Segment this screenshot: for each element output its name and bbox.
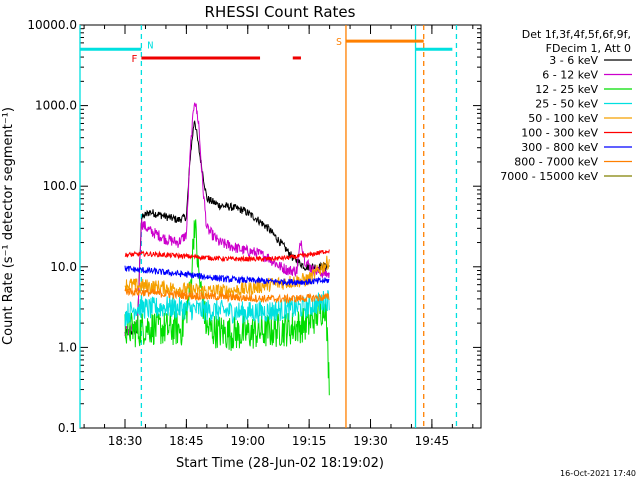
legend-entry-label: 25 - 50 keV [535,98,598,111]
x-axis: 18:30 18:45 19:00 19:15 19:30 19:45 [83,25,474,448]
flag-label: S [336,37,342,48]
plot-frame [79,24,482,429]
y-tick-label: 1000.0 [35,99,77,113]
y-tick-label: 10000.0 [27,18,77,32]
series-line-3 [124,290,330,327]
legend-entry-label: 7000 - 15000 keV [500,170,598,183]
x-tick-label: 18:30 [108,434,143,448]
x-axis-label: Start Time (28-Jun-02 18:19:02) [176,456,384,471]
legend: Det 1f,3f,4f,5f,6f,9f,FDecim 1, Att 03 -… [500,28,632,183]
x-tick-label: 19:00 [230,434,265,448]
vertical-markers [79,25,458,428]
data-series [124,102,330,396]
legend-entry-label: 50 - 100 keV [528,112,598,125]
flag-label: N [147,40,153,51]
x-tick-label: 19:30 [353,434,388,448]
flag-label: F [131,54,137,65]
y-tick-label: 1.0 [58,340,77,354]
footer-timestamp: 16-Oct-2021 17:40 [560,469,636,478]
series-line-5 [124,249,330,263]
series-line-2 [124,219,330,396]
legend-entry-label: 100 - 300 keV [521,127,598,140]
series-line-6 [124,265,330,287]
chart-title: RHESSI Count Rates [205,3,356,21]
y-axis-label: Count Rate (s⁻¹ detector segment⁻¹) [1,107,16,345]
legend-title: Det 1f,3f,4f,5f,6f,9f, [522,28,631,41]
state-flags: NF S [80,37,453,65]
legend-entry-label: 3 - 6 keV [549,54,598,67]
y-tick-label: 10.0 [50,260,77,274]
x-tick-label: 19:15 [292,434,327,448]
series-line-7 [124,287,330,305]
series-line-1 [124,102,330,337]
y-axis: 0.1 1.0 10.0 100.0 1000.0 10000.0 [27,18,481,435]
x-tick-label: 19:45 [415,434,450,448]
y-tick-label: 100.0 [43,179,77,193]
legend-entry-label: 6 - 12 keV [542,69,598,82]
legend-entry-label: 300 - 800 keV [521,141,598,154]
legend-title: FDecim 1, Att 0 [546,42,631,55]
x-tick-label: 18:45 [169,434,204,448]
legend-entry-label: 12 - 25 keV [535,83,598,96]
legend-entry-label: 800 - 7000 keV [514,156,598,169]
y-tick-label: 0.1 [58,421,77,435]
